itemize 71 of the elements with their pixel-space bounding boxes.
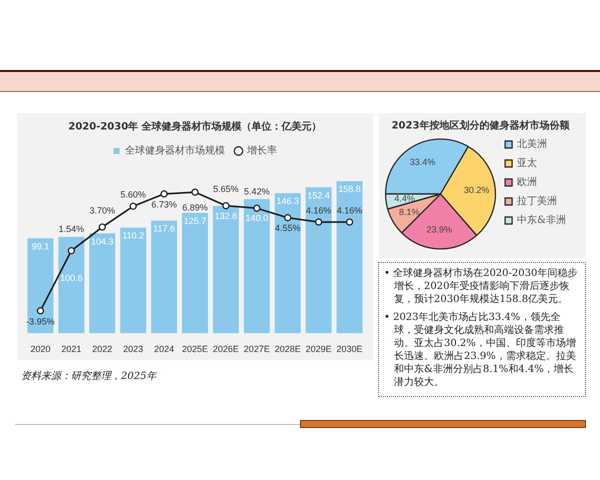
bar [151,220,178,334]
x-tick-label: 2021 [61,344,82,354]
x-tick-label: 2022 [92,344,112,354]
bar [120,228,146,334]
data-label: 33.4% [410,157,436,168]
x-tick-label: 2027E [244,344,270,354]
x-tick-label: 2026E [212,344,239,354]
data-label: 5.65% [213,184,239,194]
point [130,202,137,210]
data-label: 6.89% [182,202,208,213]
data-label: 152.4 [307,190,330,200]
point [68,247,75,254]
bar [212,206,239,334]
point [160,190,168,198]
x-tick-label: 2029E [306,344,332,354]
data-label: 100.6 [60,272,83,283]
data-label: 6.73% [151,199,177,210]
text: 资料来源：研究整理，2025年 [21,370,156,383]
x-tick-label: 2023 [123,344,144,354]
data-label: 110.2 [122,230,144,241]
data-label: 117.6 [153,224,176,234]
bar [274,193,301,334]
point [346,218,354,226]
data-label: 146.3 [276,196,299,206]
x-tick-label: 2025E [182,344,208,354]
chart-title: 2020-2030年 全球健身器材市场规模（单位：亿美元） [68,120,322,133]
legend-label: 中东&非洲 [517,214,566,226]
point [191,188,199,196]
point [98,223,106,231]
legend-label: 全球健身器材市场规模 [125,144,225,157]
point [222,202,230,210]
data-label: 8.1% [399,206,420,217]
legend-label: 增长率 [246,144,277,157]
text: • 全球健身器材市场在2020-2030年间稳步增长，2020年受疫情影响下滑后逐步恢复，预计2030年规模达158.8亿美元。 [384,267,578,306]
bar [27,238,54,334]
bar [306,187,332,334]
legend-label: 拉丁美洲 [517,195,558,208]
point [284,214,292,222]
data-label: 132.8 [214,211,238,222]
data-label: 99.1 [32,241,50,252]
x-tick-label: 2028E [274,344,301,354]
bar [89,233,116,334]
bar [182,212,208,334]
text: • 2023年北美市场占比33.4%，领先全球，受健身文化成熟和高端设备需求推动。亚太占30.2%，中国、印度等市场增长迅速。欧洲占23.9%，需求稳定。拉美和中东&非洲分别占8.1%和4.4%，增长潜力较大。 [384,311,577,389]
data-label: 3.70% [90,206,116,216]
data-label: 30.2% [464,185,490,196]
data-label: 4.16% [336,206,362,216]
bar [244,199,270,334]
data-label: 104.3 [91,236,114,246]
data-label: 4.16% [306,206,332,216]
x-tick-label: 2024 [154,344,174,354]
data-label: 23.9% [426,224,452,235]
data-label: 158.8 [338,184,361,194]
data-label: 4.4% [394,193,415,204]
data-label: 5.60% [120,190,146,200]
bar [58,236,84,334]
point [253,204,260,212]
x-tick-label: 2030E [336,344,363,354]
data-label: 5.42% [244,186,270,197]
legend-label: 亚太 [517,157,538,170]
point [315,218,322,226]
data-label: 4.55% [274,223,300,234]
chart-title: 2023年按地区划分的健身器材市场份额 [392,120,570,132]
legend-label: 北美洲 [517,138,548,150]
data-label: 140.0 [246,213,268,224]
data-label: 125.7 [184,216,206,226]
data-label: 1.54% [58,224,84,234]
legend-label: 欧洲 [517,176,538,188]
point [36,307,44,314]
bar [336,181,363,334]
x-tick-label: 2020 [30,344,50,354]
